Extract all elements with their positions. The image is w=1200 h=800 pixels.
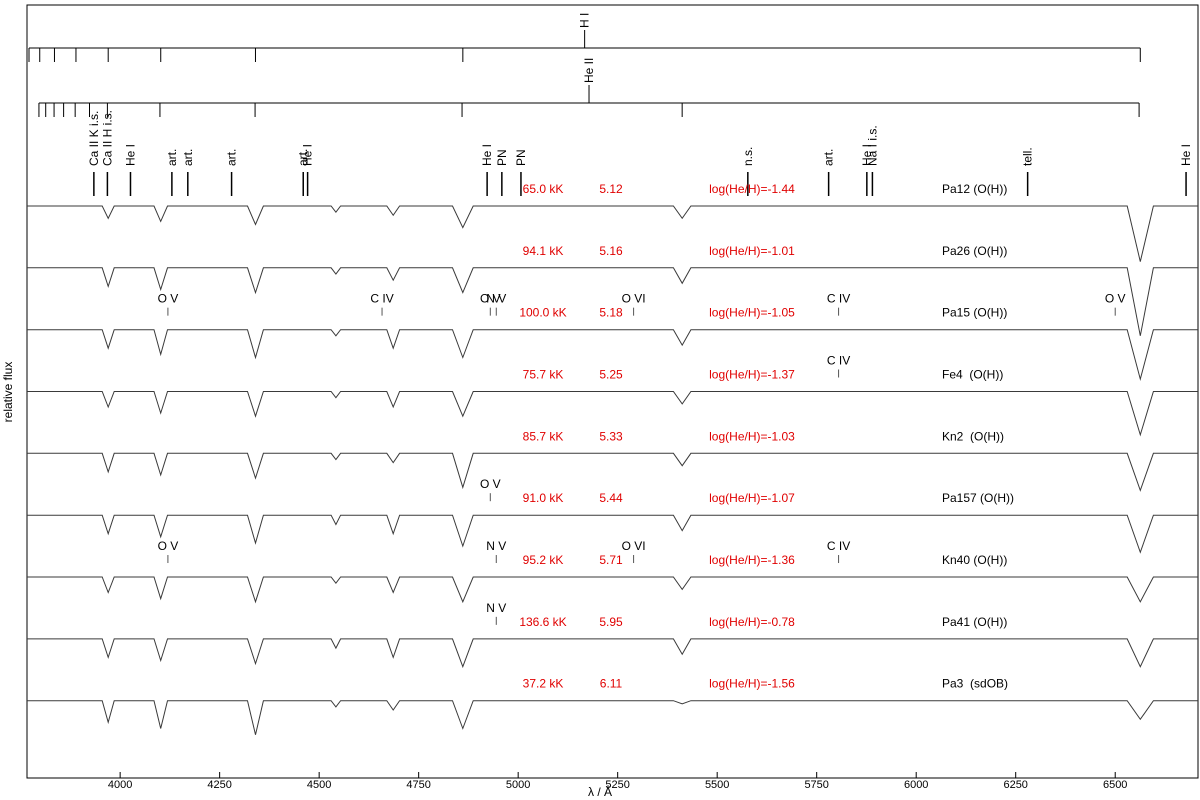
spectrum-line: [27, 205, 1198, 262]
line-id-label: He I: [1179, 144, 1193, 166]
star-name: Kn2 (O(H)): [942, 429, 1004, 443]
star-name: Pa3 (sdOB): [942, 677, 1008, 691]
x-tick-label: 4500: [307, 779, 331, 791]
ion-label: O V: [1105, 292, 1126, 306]
logg-label: 6.11: [600, 677, 623, 691]
spectrum-line: [27, 267, 1198, 336]
ion-label: O V: [158, 539, 179, 553]
line-id-label: He I: [301, 144, 315, 166]
ion-label: N V: [486, 601, 506, 615]
line-id-label: Na I i.s.: [865, 125, 879, 166]
line-id-label: art.: [181, 149, 195, 166]
ion-label: O V: [158, 292, 179, 306]
line-id-label: art.: [225, 149, 239, 166]
line-id-label: art.: [822, 149, 836, 166]
abundance-label: log(He/H)=-0.78: [709, 615, 795, 629]
line-id-label: He I: [480, 144, 494, 166]
star-name: Pa157 (O(H)): [942, 491, 1014, 505]
line-id-label: He I: [860, 144, 874, 166]
logg-label: 5.18: [599, 306, 623, 320]
abundance-label: log(He/H)=-1.44: [709, 182, 795, 196]
x-tick-label: 5500: [705, 779, 729, 791]
line-id-label: n.s.: [741, 147, 755, 166]
abundance-label: log(He/H)=-1.37: [709, 368, 795, 382]
line-id-label: PN: [495, 149, 509, 166]
spectrum-line: [27, 638, 1198, 669]
teff-label: 37.2 kK: [523, 677, 564, 691]
spectrum-line: [27, 329, 1198, 382]
teff-label: 100.0 kK: [519, 306, 566, 320]
x-tick-label: 4750: [406, 779, 430, 791]
x-tick-label: 5000: [506, 779, 530, 791]
logg-label: 5.33: [599, 429, 623, 443]
line-id-label: art.: [165, 149, 179, 166]
line-id-label: He I: [123, 144, 137, 166]
star-name: Pa15 (O(H)): [942, 306, 1007, 320]
ion-label: O VI: [622, 539, 646, 553]
logg-label: 5.16: [599, 244, 623, 258]
spectrum-line: [27, 700, 1198, 735]
x-tick-label: 6250: [1003, 779, 1027, 791]
logg-label: 5.25: [599, 368, 623, 382]
ion-label: O V: [480, 477, 501, 491]
star-name: Pa41 (O(H)): [942, 615, 1007, 629]
ion-label: N V: [486, 539, 506, 553]
abundance-label: log(He/H)=-1.01: [709, 244, 795, 258]
x-tick-label: 6000: [904, 779, 928, 791]
ion-label: C IV: [370, 292, 393, 306]
teff-label: 91.0 kK: [523, 491, 564, 505]
x-tick-label: 5750: [804, 779, 828, 791]
teff-label: 95.2 kK: [523, 553, 564, 567]
x-tick-label: 5250: [605, 779, 629, 791]
series-label: He II: [582, 58, 596, 83]
teff-label: 75.7 kK: [523, 368, 564, 382]
series-label: H I: [578, 13, 592, 28]
ion-label: O VI: [622, 292, 646, 306]
teff-label: 85.7 kK: [523, 429, 564, 443]
logg-label: 5.95: [599, 615, 623, 629]
spectrum-line: [27, 576, 1198, 604]
line-id-label: Ca II K i.s.: [87, 111, 101, 166]
ion-label: O V: [480, 292, 501, 306]
line-id-label: Ca II H i.s.: [100, 110, 114, 166]
logg-label: 5.71: [599, 553, 623, 567]
y-axis-label: relative flux: [1, 362, 15, 423]
abundance-label: log(He/H)=-1.07: [709, 491, 795, 505]
x-tick-label: 6500: [1103, 779, 1127, 791]
line-id-label: PN: [514, 149, 528, 166]
spectrum-line: [27, 452, 1198, 492]
line-id-label: art.: [296, 149, 310, 166]
logg-label: 5.44: [599, 491, 623, 505]
teff-label: 65.0 kK: [523, 182, 564, 196]
abundance-label: log(He/H)=-1.03: [709, 429, 795, 443]
logg-label: 5.12: [599, 182, 623, 196]
x-tick-label: 4000: [108, 779, 132, 791]
x-axis-label: λ / Å: [588, 784, 612, 799]
star-name: Fe4 (O(H)): [942, 368, 1003, 382]
line-id-label: tell.: [1021, 147, 1035, 166]
ion-label: C IV: [827, 539, 850, 553]
star-name: Kn40 (O(H)): [942, 553, 1007, 567]
teff-label: 94.1 kK: [523, 244, 564, 258]
abundance-label: log(He/H)=-1.56: [709, 677, 795, 691]
ion-label: C IV: [827, 292, 850, 306]
x-tick-label: 4250: [207, 779, 231, 791]
spectrum-line: [27, 391, 1198, 437]
ion-label: C IV: [827, 354, 850, 368]
star-name: Pa26 (O(H)): [942, 244, 1007, 258]
spectrum-line: [27, 514, 1198, 554]
abundance-label: log(He/H)=-1.05: [709, 306, 795, 320]
teff-label: 136.6 kK: [519, 615, 566, 629]
ion-label: N V: [486, 292, 506, 306]
star-name: Pa12 (O(H)): [942, 182, 1007, 196]
abundance-label: log(He/H)=-1.36: [709, 553, 795, 567]
